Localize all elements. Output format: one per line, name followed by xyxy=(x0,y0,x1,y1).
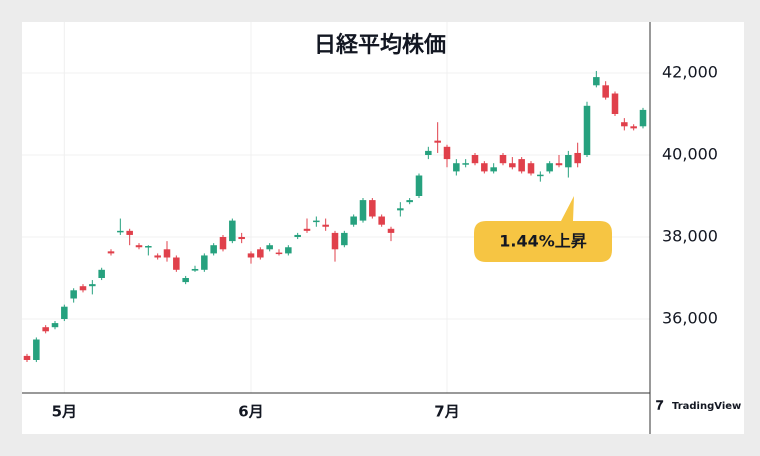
y-tick-label: 40,000 xyxy=(662,145,718,164)
candle-body xyxy=(303,228,311,231)
candle-body xyxy=(23,355,31,360)
candle-body xyxy=(266,245,273,250)
candle-body xyxy=(574,152,581,164)
x-tick-label: 5月 xyxy=(52,403,77,421)
candle-body xyxy=(499,155,507,164)
annotation-bubble xyxy=(474,196,612,262)
candle-body xyxy=(453,163,460,172)
candle-body xyxy=(425,150,432,156)
logo-mark: 𝟕 xyxy=(656,399,664,414)
candle-body xyxy=(490,167,497,172)
candle-body xyxy=(518,159,525,172)
candle-body xyxy=(191,268,199,271)
candle-body xyxy=(397,208,404,211)
candle-body xyxy=(154,255,161,258)
annotation: 1.44%上昇 xyxy=(499,232,587,251)
candle-body xyxy=(275,252,283,255)
candle-body xyxy=(70,290,77,299)
panel xyxy=(22,22,744,434)
candles xyxy=(23,70,647,363)
candle-body xyxy=(481,163,488,172)
candle-body xyxy=(527,163,535,174)
candle-body xyxy=(79,286,87,291)
candle-body xyxy=(322,224,329,227)
chart-title: 日経平均株価 xyxy=(314,32,446,58)
candle-body xyxy=(406,200,413,203)
candle-body xyxy=(238,236,245,240)
candle-body xyxy=(350,216,357,225)
candle-body xyxy=(126,230,133,235)
candle-body xyxy=(33,339,40,360)
candle-body xyxy=(583,105,591,156)
candle-body xyxy=(546,163,553,172)
candle-body xyxy=(378,216,385,225)
candle-body xyxy=(135,245,143,248)
candle-body xyxy=(117,230,124,233)
candle-body xyxy=(210,245,217,254)
x-tick-label: 7月 xyxy=(434,403,459,421)
candle-body xyxy=(602,85,609,98)
candle-body xyxy=(341,232,348,246)
candle-body xyxy=(89,284,96,287)
candle-body xyxy=(219,236,227,250)
candle-body xyxy=(229,220,236,242)
candle-body xyxy=(42,327,49,332)
candle-body xyxy=(593,77,600,86)
candle-body xyxy=(509,163,516,168)
candle-body xyxy=(247,253,255,258)
candle-body xyxy=(639,109,647,127)
candle-body xyxy=(331,232,339,250)
candle-body xyxy=(369,200,376,217)
candle-body xyxy=(611,93,619,115)
y-tick-label: 36,000 xyxy=(662,308,718,327)
candle-body xyxy=(565,155,572,168)
candle-body xyxy=(443,146,451,160)
candle-body xyxy=(313,220,320,223)
candle-body xyxy=(537,174,544,177)
candle-body xyxy=(434,140,441,143)
candle-body xyxy=(387,228,395,233)
candle-body xyxy=(359,200,367,221)
y-tick-label: 38,000 xyxy=(662,226,718,245)
y-tick-label: 42,000 xyxy=(662,63,718,82)
grid xyxy=(22,22,650,393)
candle-body xyxy=(51,323,59,328)
x-tick-label: 6月 xyxy=(238,403,263,421)
candle-body xyxy=(415,175,423,196)
candle-body xyxy=(471,155,479,164)
candle-body xyxy=(294,234,301,237)
candle-body xyxy=(182,277,189,283)
candle-body xyxy=(285,247,292,254)
candle-body xyxy=(257,249,264,258)
candle-body xyxy=(98,269,105,278)
candle-body xyxy=(630,126,637,129)
candle-body xyxy=(462,163,469,165)
candle-body xyxy=(555,163,563,166)
candle-body xyxy=(163,249,171,258)
candle-body xyxy=(201,255,208,270)
candle-body xyxy=(621,122,628,127)
candle-body xyxy=(173,257,180,270)
candle-body xyxy=(61,306,68,319)
candle-body xyxy=(107,251,115,254)
candle-body xyxy=(145,246,152,248)
watermark: TradingView xyxy=(672,401,741,412)
